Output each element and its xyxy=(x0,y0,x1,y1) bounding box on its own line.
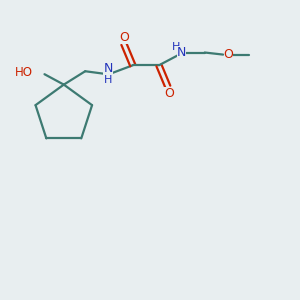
Text: O: O xyxy=(164,87,174,100)
Text: O: O xyxy=(224,48,233,62)
Text: N: N xyxy=(177,46,187,59)
Text: H: H xyxy=(104,75,112,85)
Text: O: O xyxy=(119,31,129,44)
Text: HO: HO xyxy=(15,66,33,79)
Text: H: H xyxy=(172,43,180,52)
Text: N: N xyxy=(103,62,113,75)
